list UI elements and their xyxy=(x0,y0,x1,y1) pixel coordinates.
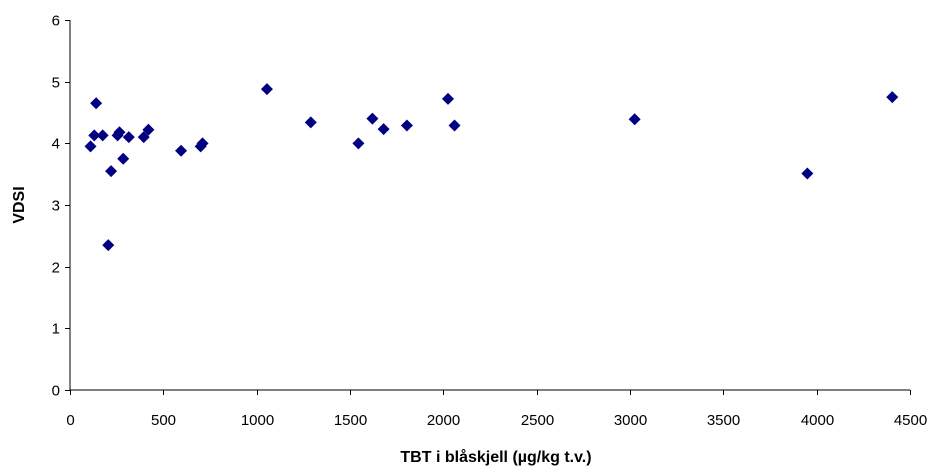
data-points xyxy=(84,83,899,252)
data-point xyxy=(304,116,317,129)
y-tick-label: 0 xyxy=(52,383,60,400)
x-tick-label: 3500 xyxy=(707,412,740,429)
data-point xyxy=(137,131,150,144)
data-point xyxy=(142,123,155,136)
data-point xyxy=(400,119,413,132)
y-tick-label: 1 xyxy=(52,321,60,338)
y-tick-label: 4 xyxy=(52,136,60,153)
x-axis-ticks: 0 500 1000 1500 2000 2500 3000 3500 4000 4500 xyxy=(66,390,927,429)
data-point xyxy=(377,123,390,136)
data-point xyxy=(90,97,103,110)
data-point xyxy=(628,113,641,126)
x-tick-label: 3000 xyxy=(614,412,647,429)
data-point xyxy=(84,140,97,153)
y-tick-label: 5 xyxy=(52,75,60,92)
data-point xyxy=(122,131,135,144)
y-tick-label: 2 xyxy=(52,260,60,277)
y-axis-title: VDSI xyxy=(11,186,28,223)
x-tick-label: 2000 xyxy=(427,412,460,429)
x-tick-label: 2500 xyxy=(521,412,554,429)
data-point xyxy=(448,119,461,132)
data-point xyxy=(442,92,454,105)
x-tick-label: 1000 xyxy=(241,412,274,429)
x-tick-label: 4500 xyxy=(894,412,927,429)
data-point xyxy=(801,167,814,180)
y-tick-label: 3 xyxy=(52,198,60,215)
data-point xyxy=(105,165,118,178)
data-point xyxy=(196,137,209,150)
x-tick-label: 4000 xyxy=(801,412,834,429)
data-point xyxy=(102,239,115,252)
data-point xyxy=(113,126,126,139)
x-tick-label: 0 xyxy=(66,412,74,429)
data-point xyxy=(260,83,273,96)
data-point xyxy=(886,91,899,104)
x-tick-label: 1500 xyxy=(334,412,367,429)
data-point xyxy=(175,144,188,157)
data-point xyxy=(366,112,379,125)
y-axis-ticks: 0 1 2 3 4 5 6 xyxy=(52,13,70,400)
data-point xyxy=(96,129,109,142)
x-axis-title: TBT i blåskjell (µg/kg t.v.) xyxy=(400,448,591,466)
data-point xyxy=(117,152,130,165)
y-tick-label: 6 xyxy=(52,13,60,30)
x-tick-label: 500 xyxy=(151,412,176,429)
data-point xyxy=(352,137,365,150)
data-point xyxy=(88,129,101,142)
